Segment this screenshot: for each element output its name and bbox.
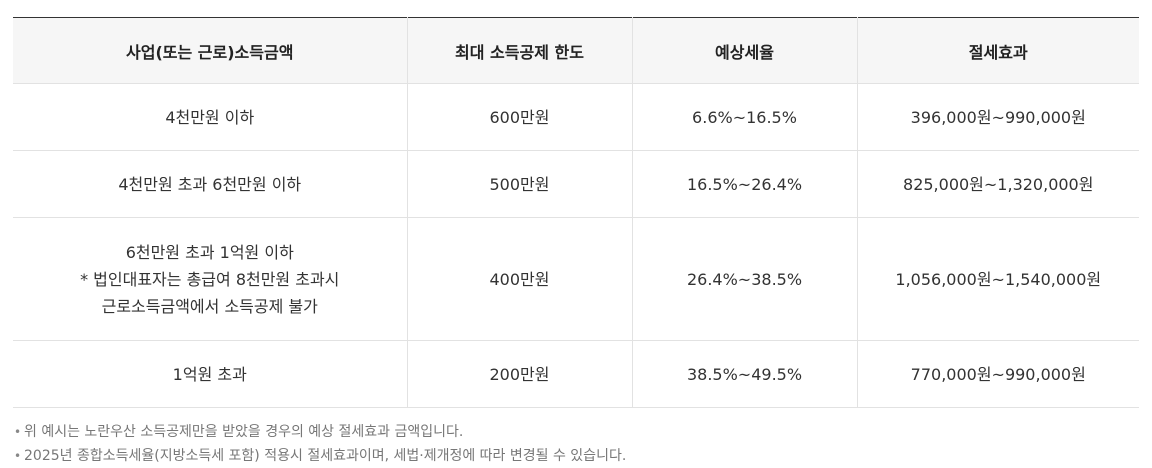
income-cell: 4천만원 이하 xyxy=(13,83,408,151)
header-deduction-limit: 최대 소득공제 한도 xyxy=(407,17,633,84)
table-row: 6천만원 초과 1억원 이하 * 법인대표자는 총급여 8천만원 초과시 근로소… xyxy=(13,217,1139,341)
table-row: 4천만원 초과 6천만원 이하 500만원 16.5%~26.4% 825,00… xyxy=(13,150,1139,218)
income-text: 1억원 초과 xyxy=(172,364,247,384)
table-row: 4천만원 이하 600만원 6.6%~16.5% 396,000원~990,00… xyxy=(13,83,1139,151)
header-income: 사업(또는 근로)소득금액 xyxy=(13,17,408,84)
income-cell: 4천만원 초과 6천만원 이하 xyxy=(13,150,408,218)
table-row: 1억원 초과 200만원 38.5%~49.5% 770,000원~990,00… xyxy=(13,340,1139,408)
income-text: 6천만원 초과 1억원 이하 xyxy=(125,242,294,262)
effect-cell: 396,000원~990,000원 xyxy=(857,83,1139,151)
tax-benefit-table-container: 사업(또는 근로)소득금액 최대 소득공제 한도 예상세율 절세효과 4천만원 … xyxy=(13,17,1139,408)
income-note-text: * 법인대표자는 총급여 8천만원 초과시 xyxy=(80,269,340,289)
footnote-text: 위 예시는 노란우산 소득공제만을 받았을 경우의 예상 절세효과 금액입니다. xyxy=(24,424,464,440)
table-header-row: 사업(또는 근로)소득금액 최대 소득공제 한도 예상세율 절세효과 xyxy=(13,17,1139,84)
footnote-item: • 2025년 종합소득세율(지방소득세 포함) 적용시 절세효과이며, 세법·… xyxy=(14,444,1140,468)
tax-benefit-table: 사업(또는 근로)소득금액 최대 소득공제 한도 예상세율 절세효과 4천만원 … xyxy=(13,17,1139,408)
limit-cell: 400만원 xyxy=(407,217,633,341)
footnote-text: 2025년 종합소득세율(지방소득세 포함) 적용시 절세효과이며, 세법·제개… xyxy=(24,448,627,464)
rate-cell: 26.4%~38.5% xyxy=(632,217,858,341)
rate-cell: 6.6%~16.5% xyxy=(632,83,858,151)
rate-cell: 16.5%~26.4% xyxy=(632,150,858,218)
bullet-icon: • xyxy=(14,425,22,439)
effect-cell: 770,000원~990,000원 xyxy=(857,340,1139,408)
income-text: 4천만원 초과 6천만원 이하 xyxy=(118,174,302,194)
footnote-item: • 위 예시는 노란우산 소득공제만을 받았을 경우의 예상 절세효과 금액입니… xyxy=(14,420,1140,444)
income-cell: 1억원 초과 xyxy=(13,340,408,408)
income-cell: 6천만원 초과 1억원 이하 * 법인대표자는 총급여 8천만원 초과시 근로소… xyxy=(13,217,408,341)
effect-cell: 825,000원~1,320,000원 xyxy=(857,150,1139,218)
limit-cell: 600만원 xyxy=(407,83,633,151)
rate-cell: 38.5%~49.5% xyxy=(632,340,858,408)
footnotes: • 위 예시는 노란우산 소득공제만을 받았을 경우의 예상 절세효과 금액입니… xyxy=(14,420,1140,468)
effect-cell: 1,056,000원~1,540,000원 xyxy=(857,217,1139,341)
income-text: 4천만원 이하 xyxy=(165,107,255,127)
limit-cell: 200만원 xyxy=(407,340,633,408)
header-expected-rate: 예상세율 xyxy=(632,17,858,84)
limit-cell: 500만원 xyxy=(407,150,633,218)
bullet-icon: • xyxy=(14,449,22,463)
header-tax-saving: 절세효과 xyxy=(857,17,1139,84)
income-note-text: 근로소득금액에서 소득공제 불가 xyxy=(101,296,318,316)
